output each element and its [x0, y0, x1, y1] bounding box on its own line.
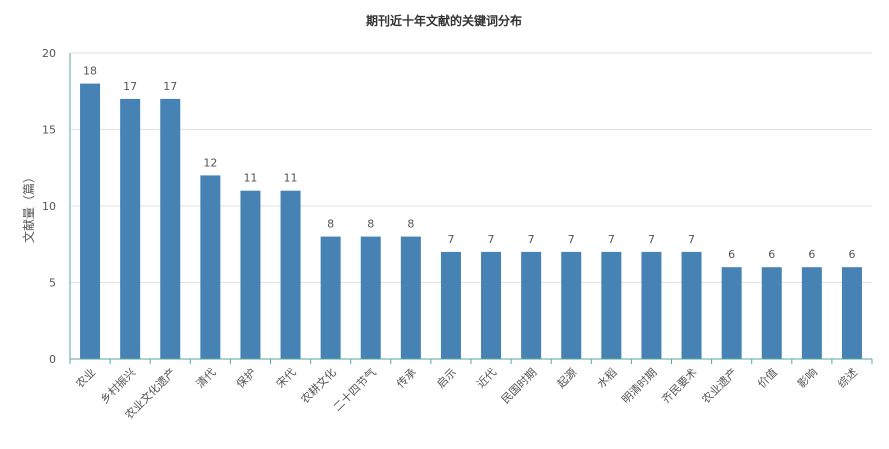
- bar: [801, 267, 822, 359]
- data-label: 7: [688, 233, 695, 246]
- bar-layer: 18 17 17 12 11 11 8 8 8 7 7 7 7 7 7 7 6 6 6 6: [80, 65, 862, 360]
- x-tick-label: 农业遗产: [699, 365, 740, 406]
- x-tick-label: 传承: [394, 366, 419, 391]
- data-label: 12: [203, 156, 217, 169]
- data-label: 7: [608, 233, 615, 246]
- x-tick-label: 影响: [795, 366, 820, 391]
- data-label: 18: [83, 65, 97, 78]
- data-label: 8: [407, 218, 414, 231]
- bar: [721, 267, 742, 359]
- x-tick-label: 农业: [73, 365, 98, 390]
- bar: [641, 251, 662, 359]
- data-label: 7: [488, 233, 495, 246]
- x-tick-label: 清代: [194, 366, 219, 391]
- y-tick-label: 10: [42, 200, 56, 213]
- x-tick-label: 水稻: [595, 366, 620, 391]
- y-tick-label: 5: [49, 277, 56, 290]
- bar: [280, 190, 301, 359]
- bar: [240, 190, 261, 359]
- x-tick-label: 启示: [434, 366, 459, 391]
- chart-title: 期刊近十年文献的关键词分布: [366, 13, 522, 28]
- data-label: 7: [528, 233, 535, 246]
- x-tick-label: 乡村振兴: [97, 365, 138, 406]
- x-tick-label: 起源: [554, 365, 579, 390]
- x-tick-label: 农耕文化: [298, 365, 339, 406]
- data-label: 7: [648, 233, 655, 246]
- y-tick-label: 15: [42, 124, 56, 137]
- data-label: 7: [447, 233, 454, 246]
- bar: [400, 236, 421, 359]
- x-tick-label: 价值: [755, 366, 780, 391]
- data-label: 6: [728, 248, 735, 261]
- data-label: 6: [848, 248, 855, 261]
- bar: [681, 251, 702, 359]
- x-tick-label: 齐民要术: [659, 365, 700, 406]
- data-label: 17: [163, 80, 177, 93]
- bar: [320, 236, 341, 359]
- bar: [120, 98, 141, 360]
- bar: [160, 98, 181, 360]
- bar: [761, 267, 782, 359]
- x-tick-label: 近代: [474, 366, 499, 391]
- bar: [80, 83, 101, 359]
- x-tick-label: 明清时期: [619, 366, 659, 406]
- y-tick-label: 0: [49, 353, 56, 366]
- bar: [561, 251, 582, 359]
- x-tick-label: 保护: [233, 365, 258, 390]
- bar: [481, 251, 502, 359]
- x-tick-label: 综述: [835, 365, 860, 390]
- y-tick-label: 20: [42, 47, 56, 60]
- data-label: 17: [123, 80, 137, 93]
- x-tick-label: 二十四节气: [330, 365, 379, 414]
- bar: [521, 251, 542, 359]
- data-label: 8: [367, 218, 374, 231]
- data-label: 7: [568, 233, 575, 246]
- data-label: 6: [808, 248, 815, 261]
- data-label: 6: [768, 248, 775, 261]
- bar: [360, 236, 381, 359]
- grid-layer: [70, 52, 872, 283]
- bar: [601, 251, 622, 359]
- bar: [440, 251, 461, 359]
- x-tick-label: 民国时期: [499, 366, 539, 406]
- y-axis-label: 文献量（篇）: [21, 171, 36, 243]
- bar: [841, 267, 862, 359]
- x-tick-label: 宋代: [273, 365, 298, 390]
- data-label: 11: [284, 172, 298, 185]
- data-label: 8: [327, 218, 334, 231]
- bar: [200, 175, 221, 359]
- data-label: 11: [243, 172, 257, 185]
